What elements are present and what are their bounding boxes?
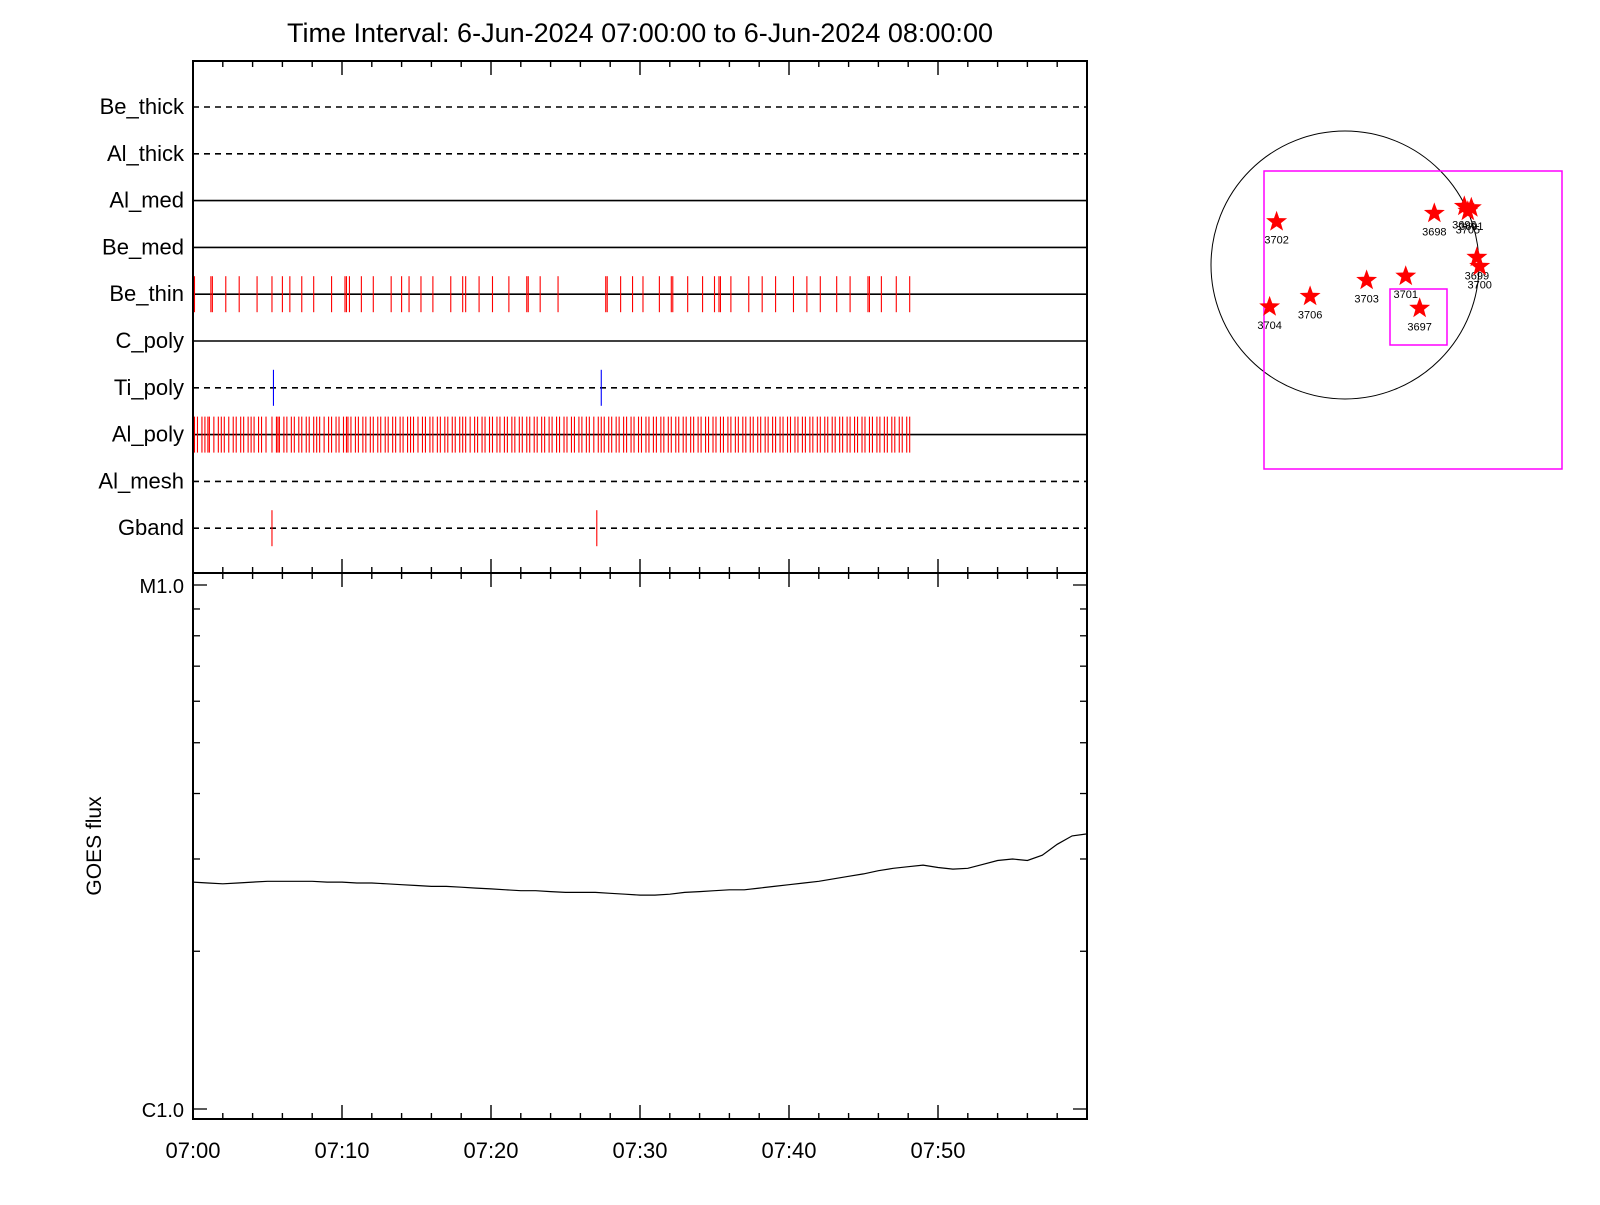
row-label: C_poly [116,328,184,353]
goes-frame [192,572,1088,1120]
goes-flux-panel: M1.0 C1.0 GOES flux 07:00 07:10 07:20 07:30… [83,572,1088,1163]
region-label: 3698 [1422,226,1446,238]
row-label: Al_poly [112,422,184,447]
row-label: Al_med [109,188,184,213]
region-star-icon [1395,265,1417,286]
region-label: 3705 [1456,224,1480,236]
region-label: 3700 [1467,279,1491,291]
field-of-view-box [1263,170,1563,470]
flare-location-box [1389,288,1448,346]
x-tick-label: 07:50 [910,1138,965,1163]
region-label: 3697 [1407,321,1431,333]
row-label: Gband [118,515,184,540]
region-label: 3702 [1264,235,1288,247]
y-axis-label: GOES flux [83,796,106,896]
x-tick-label: 07:10 [314,1138,369,1163]
region-label: 3699 [1465,270,1489,282]
region-label: 3701 [1393,289,1417,301]
timeline-ticks [192,61,1088,573]
region-star-icon [1409,297,1431,318]
y-tick-label-m1: M1.0 [140,576,184,598]
x-tick-label: 07:20 [463,1138,518,1163]
row-label: Ti_poly [114,375,184,400]
region-label: 3696 [1452,219,1476,231]
region-star-icon [1460,196,1482,217]
row-label: Be_thin [109,281,184,306]
instrument-timeline-panel: Be_thick Al_thick Al_med Be_med Be_thin C_pol… [98,60,1088,574]
goes-flux-line [192,833,1088,896]
y-tick-label-c1: C1.0 [142,1100,184,1122]
chart-title: Time Interval: 6-Jun-2024 07:00:00 to 6-… [287,18,993,48]
region-label: 3706 [1298,309,1322,321]
timeline-frame [192,60,1088,574]
x-tick-label: 07:40 [761,1138,816,1163]
row-label: Al_mesh [98,468,184,493]
x-tick-label: 07:30 [612,1138,667,1163]
goes-ticks [192,573,1088,1119]
region-star-icon [1423,202,1445,223]
region-label: 3691 [1459,221,1483,233]
region-star-icon [1457,200,1479,221]
region-star-icon [1466,246,1488,267]
region-star-icon [1469,255,1491,276]
region-star-icon [1356,269,1378,290]
region-label: 3703 [1354,293,1378,305]
region-star-icon [1266,210,1288,231]
timeline-rows: Be_thick Al_thick Al_med Be_med Be_thin C_pol… [98,94,1087,547]
region-star-icon [1259,295,1281,316]
region-label: 3704 [1257,320,1281,332]
x-tick-labels: 07:00 07:10 07:20 07:30 07:40 07:50 [165,1138,965,1163]
row-label: Al_thick [107,141,185,166]
x-tick-label: 07:00 [165,1138,220,1163]
row-label: Be_thick [100,94,185,119]
region-star-icon [1299,285,1321,306]
row-label: Be_med [102,234,184,259]
